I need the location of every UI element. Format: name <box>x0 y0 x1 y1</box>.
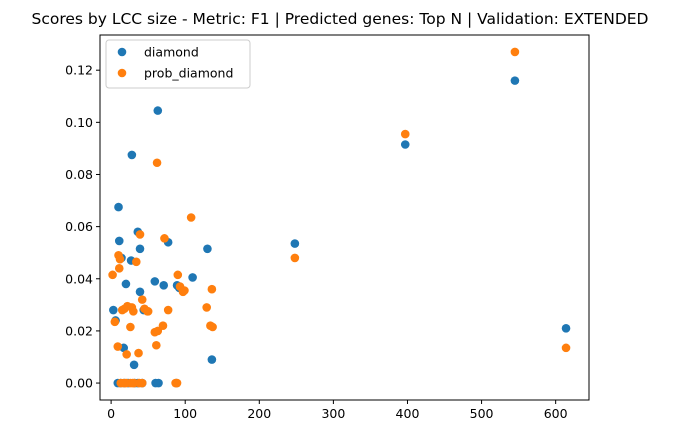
x-tick-label: 600 <box>544 406 568 421</box>
data-point <box>202 303 211 312</box>
data-point <box>114 236 124 246</box>
data-point <box>158 321 168 331</box>
data-point <box>561 343 571 353</box>
legend-label: diamond <box>144 45 199 60</box>
data-point <box>290 239 300 248</box>
series-diamond <box>109 76 571 388</box>
points-layer <box>108 47 571 388</box>
data-point <box>151 378 160 388</box>
legend-label: prob_diamond <box>144 66 233 81</box>
y-tick-label: 0.06 <box>65 219 93 234</box>
data-point <box>143 307 153 316</box>
legend-marker <box>117 47 127 57</box>
y-tick-label: 0.08 <box>65 167 93 182</box>
data-point <box>510 47 520 57</box>
y-tick-label: 0.02 <box>65 323 93 338</box>
data-point <box>121 279 131 289</box>
x-tick-label: 0 <box>107 406 115 421</box>
x-tick-label: 100 <box>173 406 197 421</box>
data-point <box>114 202 123 212</box>
data-point <box>110 317 120 327</box>
data-point <box>188 273 197 282</box>
data-point <box>135 244 145 254</box>
data-point <box>137 295 147 304</box>
data-point <box>135 287 145 297</box>
data-point <box>173 270 183 280</box>
data-point <box>152 340 161 350</box>
data-point <box>207 284 217 294</box>
data-point <box>115 254 125 264</box>
legend-box <box>105 39 251 89</box>
data-point <box>510 76 520 85</box>
y-tick-label: 0.00 <box>65 376 93 391</box>
plot-frame <box>99 34 590 401</box>
series-prob_diamond <box>108 47 571 388</box>
data-point <box>113 342 123 351</box>
x-tick-label: 300 <box>321 406 345 421</box>
data-point <box>203 244 212 254</box>
data-point <box>400 129 410 139</box>
data-point <box>126 322 135 332</box>
data-point <box>109 305 118 315</box>
data-point <box>186 213 196 222</box>
x-tick-label: 200 <box>247 406 271 421</box>
y-tick-label: 0.04 <box>65 271 93 286</box>
data-point <box>152 158 162 168</box>
legend: diamond prob_diamond <box>105 39 251 89</box>
data-point <box>290 253 300 263</box>
data-point <box>137 378 147 388</box>
data-point <box>153 106 163 115</box>
legend-marker <box>117 68 127 78</box>
data-point <box>108 270 117 280</box>
data-point <box>400 140 410 149</box>
data-point <box>132 257 141 267</box>
data-point <box>159 280 169 290</box>
data-point <box>114 264 124 273</box>
data-point <box>153 326 163 336</box>
x-tick-label: 400 <box>396 406 420 421</box>
data-point <box>163 305 173 315</box>
chart-title: Scores by LCC size - Metric: F1 | Predic… <box>31 10 648 28</box>
data-point <box>122 350 131 359</box>
y-tick-label: 0.12 <box>65 63 93 78</box>
axes-layer: 0 100 200 300 400 500 600 0.00 0.02 0.04 0.06 0.08 0… <box>65 63 567 421</box>
data-point <box>561 324 571 333</box>
data-point <box>172 378 182 388</box>
data-point <box>129 360 139 370</box>
data-point <box>180 286 189 295</box>
data-point <box>134 348 143 358</box>
data-point <box>127 150 137 160</box>
data-point <box>160 234 169 243</box>
data-point <box>208 322 217 332</box>
x-tick-label: 500 <box>470 406 494 421</box>
data-point <box>129 307 138 316</box>
data-point <box>207 355 217 364</box>
data-point <box>150 277 160 286</box>
y-tick-label: 0.10 <box>65 115 93 130</box>
data-point <box>135 230 145 239</box>
